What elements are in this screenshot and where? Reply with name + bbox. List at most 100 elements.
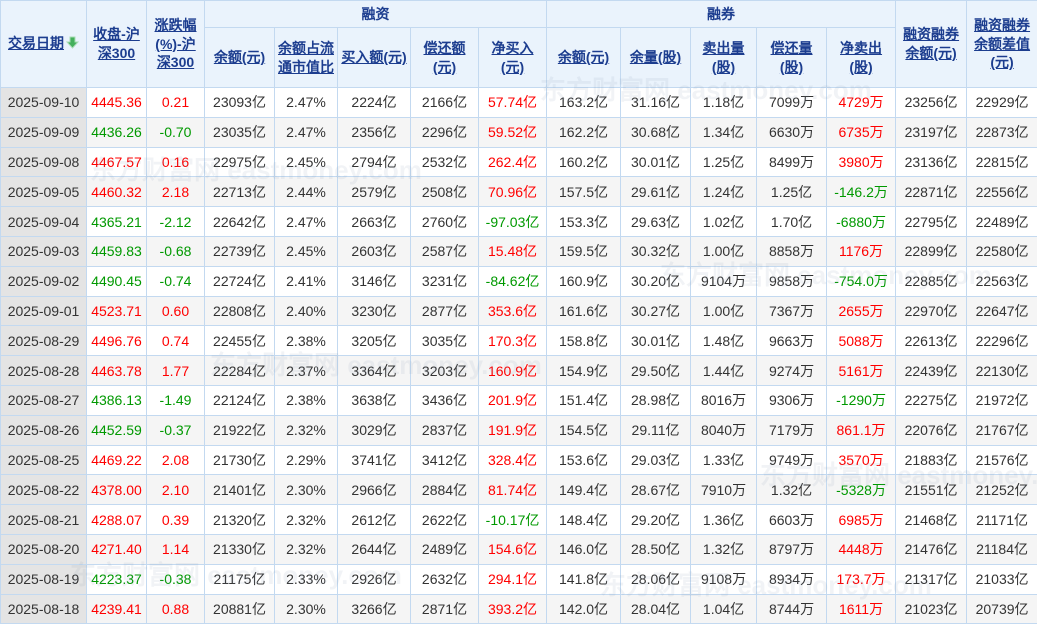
cell-fin-netbuy: 15.48亿 bbox=[477, 235, 548, 267]
cell-fin-buy: 2356亿 bbox=[337, 116, 411, 148]
cell-date: 2025-09-10 bbox=[0, 87, 87, 118]
col-header-sec-netsell[interactable]: 净卖出(股) bbox=[826, 27, 897, 88]
col-header-trade-date-label[interactable]: 交易日期 bbox=[8, 35, 64, 52]
cell-sec-balance: 149.4亿 bbox=[546, 474, 622, 506]
table-row: 2025-09-05 4460.32 2.18 22713亿 2.44% 2579亿 250… bbox=[0, 176, 1037, 208]
cell-total-balance: 22613亿 bbox=[895, 325, 968, 357]
col-header-sec-repay[interactable]: 偿还量(股) bbox=[756, 27, 828, 88]
col-header-fin-balance[interactable]: 余额(元) bbox=[204, 27, 275, 88]
cell-sec-volume: 30.27亿 bbox=[620, 295, 692, 327]
cell-fin-balance: 21175亿 bbox=[204, 563, 275, 595]
cell-chg: 2.18 bbox=[146, 176, 205, 208]
cell-close: 4523.71 bbox=[86, 295, 147, 327]
cell-fin-repay: 2837亿 bbox=[410, 414, 479, 446]
cell-sec-volume: 28.98亿 bbox=[620, 384, 692, 416]
cell-fin-ratio: 2.47% bbox=[274, 116, 338, 148]
sort-desc-icon bbox=[65, 35, 80, 54]
col-header-close-csi300[interactable]: 收盘-沪深300 bbox=[86, 0, 147, 88]
cell-sec-netsell: -146.2万 bbox=[826, 176, 897, 208]
cell-fin-buy: 2603亿 bbox=[337, 235, 411, 267]
table-row: 2025-08-26 4452.59 -0.37 21922亿 2.32% 3029亿 28… bbox=[0, 414, 1037, 446]
col-header-sec-sell[interactable]: 卖出量(股) bbox=[690, 27, 758, 88]
cell-sec-netsell: 173.7万 bbox=[826, 563, 897, 595]
cell-chg: -0.70 bbox=[146, 116, 205, 148]
cell-sec-volume: 28.67亿 bbox=[620, 474, 692, 506]
cell-fin-buy: 2794亿 bbox=[337, 146, 411, 178]
col-header-sec-balance[interactable]: 余额(元) bbox=[546, 27, 622, 88]
cell-sec-netsell: 4729万 bbox=[826, 87, 897, 118]
cell-chg: -1.49 bbox=[146, 384, 205, 416]
cell-fin-ratio: 2.32% bbox=[274, 414, 338, 446]
col-header-fin-buy[interactable]: 买入额(元) bbox=[337, 27, 411, 88]
cell-date: 2025-08-26 bbox=[0, 414, 87, 446]
col-header-trade-date[interactable]: 交易日期 bbox=[0, 0, 87, 88]
cell-sec-repay: 8934万 bbox=[756, 563, 828, 595]
cell-sec-repay: 9663万 bbox=[756, 325, 828, 357]
table-row: 2025-09-02 4490.45 -0.74 22724亿 2.41% 3146亿 32… bbox=[0, 265, 1037, 297]
cell-total-balance: 21551亿 bbox=[895, 474, 968, 506]
cell-sec-repay: 9749万 bbox=[756, 444, 828, 476]
col-header-total-margin-balance[interactable]: 融资融券余额(元) bbox=[895, 0, 968, 88]
col-header-fin-netbuy[interactable]: 净买入(元) bbox=[477, 27, 548, 88]
cell-chg: 0.39 bbox=[146, 504, 205, 535]
cell-sec-balance: 159.5亿 bbox=[546, 235, 622, 267]
cell-balance-diff: 21033亿 bbox=[966, 563, 1037, 595]
cell-sec-balance: 158.8亿 bbox=[546, 325, 622, 357]
table-row: 2025-08-25 4469.22 2.08 21730亿 2.29% 3741亿 341… bbox=[0, 444, 1037, 476]
cell-chg: 2.10 bbox=[146, 474, 205, 506]
cell-close: 4459.83 bbox=[86, 235, 147, 267]
cell-total-balance: 21476亿 bbox=[895, 533, 968, 565]
cell-sec-repay: 7099万 bbox=[756, 87, 828, 118]
cell-fin-balance: 22124亿 bbox=[204, 384, 275, 416]
cell-sec-repay: 7367万 bbox=[756, 295, 828, 327]
col-header-fin-repay[interactable]: 偿还额(元) bbox=[410, 27, 479, 88]
col-header-change-pct-csi300[interactable]: 涨跌幅(%)-沪深300 bbox=[146, 0, 205, 88]
cell-sec-sell: 1.44亿 bbox=[690, 355, 758, 386]
cell-fin-repay: 3436亿 bbox=[410, 384, 479, 416]
cell-sec-repay: 8499万 bbox=[756, 146, 828, 178]
cell-sec-netsell: 5161万 bbox=[826, 355, 897, 386]
cell-fin-buy: 3029亿 bbox=[337, 414, 411, 446]
cell-fin-netbuy: 160.9亿 bbox=[477, 355, 548, 386]
table-row: 2025-09-10 4445.36 0.21 23093亿 2.47% 2224亿 216… bbox=[0, 87, 1037, 118]
cell-fin-buy: 2926亿 bbox=[337, 563, 411, 595]
cell-fin-netbuy: 201.9亿 bbox=[477, 384, 548, 416]
cell-sec-netsell: 3980万 bbox=[826, 146, 897, 178]
cell-balance-diff: 20739亿 bbox=[966, 593, 1037, 625]
cell-fin-balance: 21401亿 bbox=[204, 474, 275, 506]
table-row: 2025-08-28 4463.78 1.77 22284亿 2.37% 3364亿 320… bbox=[0, 355, 1037, 386]
table-header: 交易日期 收盘-沪深300 涨跌幅(%)-沪深300 融资 融券 融资融券余额(… bbox=[0, 0, 1037, 88]
cell-sec-balance: 154.9亿 bbox=[546, 355, 622, 386]
cell-total-balance: 22871亿 bbox=[895, 176, 968, 208]
cell-fin-balance: 22455亿 bbox=[204, 325, 275, 357]
cell-close: 4469.22 bbox=[86, 444, 147, 476]
col-header-sec-volume[interactable]: 余量(股) bbox=[620, 27, 692, 88]
cell-sec-sell: 8016万 bbox=[690, 384, 758, 416]
cell-total-balance: 22899亿 bbox=[895, 235, 968, 267]
cell-fin-ratio: 2.32% bbox=[274, 533, 338, 565]
cell-fin-ratio: 2.38% bbox=[274, 384, 338, 416]
cell-date: 2025-09-02 bbox=[0, 265, 87, 297]
cell-total-balance: 23136亿 bbox=[895, 146, 968, 178]
cell-sec-volume: 30.01亿 bbox=[620, 146, 692, 178]
cell-fin-netbuy: 57.74亿 bbox=[477, 87, 548, 118]
col-header-fin-ratio[interactable]: 余额占流通市值比 bbox=[274, 27, 338, 88]
cell-fin-buy: 2579亿 bbox=[337, 176, 411, 208]
cell-date: 2025-08-19 bbox=[0, 563, 87, 595]
cell-close: 4463.78 bbox=[86, 355, 147, 386]
cell-fin-buy: 2966亿 bbox=[337, 474, 411, 506]
col-header-margin-balance-diff[interactable]: 融资融券余额差值(元) bbox=[966, 0, 1037, 88]
cell-fin-netbuy: 353.6亿 bbox=[477, 295, 548, 327]
cell-date: 2025-08-29 bbox=[0, 325, 87, 357]
cell-sec-repay: 8744万 bbox=[756, 593, 828, 625]
cell-sec-balance: 161.6亿 bbox=[546, 295, 622, 327]
cell-fin-netbuy: 294.1亿 bbox=[477, 563, 548, 595]
cell-sec-volume: 29.11亿 bbox=[620, 414, 692, 446]
group-header-securities-lending: 融券 bbox=[546, 0, 897, 28]
cell-balance-diff: 22563亿 bbox=[966, 265, 1037, 297]
cell-fin-balance: 22808亿 bbox=[204, 295, 275, 327]
cell-fin-repay: 2884亿 bbox=[410, 474, 479, 506]
cell-fin-balance: 22739亿 bbox=[204, 235, 275, 267]
cell-date: 2025-09-08 bbox=[0, 146, 87, 178]
cell-fin-repay: 2508亿 bbox=[410, 176, 479, 208]
